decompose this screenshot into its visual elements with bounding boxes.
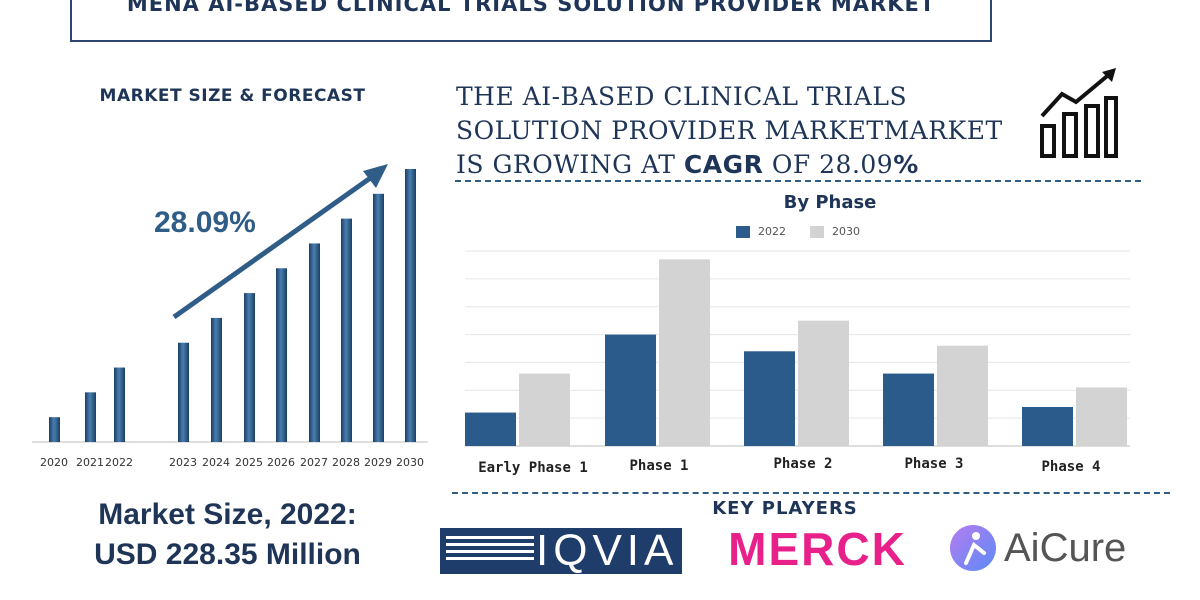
phase-bar-2030-4: [1076, 387, 1127, 446]
trend-arrow-icon: [172, 164, 388, 320]
phase-bar-2022-0: [465, 412, 516, 446]
key-players-label: KEY PLAYERS: [712, 498, 858, 519]
market-size-label: Market Size, 2022: USD 228.35 Million: [40, 495, 415, 575]
phase-bar-2030-0: [519, 373, 570, 446]
headline-line3-middle: OF 28.09: [763, 150, 894, 179]
aicure-logo-text: AiCure: [1004, 525, 1127, 570]
headline-line2: SOLUTION PROVIDER MARKETMARKET: [456, 116, 1003, 145]
forecast-tick-2026: 2026: [267, 456, 295, 469]
forecast-tick-2025: 2025: [235, 456, 263, 469]
page-title: MENA AI-BASED CLINICAL TRIALS SOLUTION P…: [126, 0, 936, 16]
market-size-line1: Market Size, 2022:: [98, 498, 357, 531]
forecast-bar-2023: [178, 342, 189, 442]
forecast-tick-2027: 2027: [300, 456, 328, 469]
legend-swatch-2030: [810, 225, 824, 238]
forecast-tick-2022: 2022: [105, 456, 133, 469]
legend-swatch-2022: [736, 225, 750, 238]
forecast-tick-2021: 2021: [76, 456, 104, 469]
market-forecast-label: MARKET SIZE & FORECAST: [99, 86, 366, 106]
phase-tick-label: Phase 1: [629, 458, 688, 474]
divider-top: [455, 180, 1141, 182]
divider-bottom: [452, 492, 1170, 494]
forecast-chart: 2020 2021 2022 2023 2024 2025 2026 2027 2028 2029…: [32, 164, 428, 469]
forecast-tick-2029: 2029: [364, 456, 392, 469]
headline-line3: IS GROWING AT CAGR OF 28.09%: [456, 148, 1036, 182]
phase-chart-legend: 2022 2030: [736, 225, 884, 238]
headline-line1: THE AI-BASED CLINICAL TRIALS: [456, 82, 908, 111]
phase-tick-label: Phase 3: [904, 456, 963, 472]
forecast-bar-2026: [276, 268, 287, 442]
forecast-bar-2020: [49, 417, 60, 442]
phase-bar-2030-3: [937, 345, 988, 446]
iqvia-logo-text: IQVIA: [536, 528, 679, 574]
phase-bar-2030-1: [659, 259, 710, 446]
phase-tick-label: Early Phase 1: [478, 460, 588, 476]
phase-chart: Early Phase 1 Phase 1 Phase 2 Phase 3 Phase …: [465, 250, 1130, 476]
forecast-tick-2028: 2028: [332, 456, 360, 469]
phase-bar-2022-2: [744, 351, 795, 446]
title-box: MENA AI-BASED CLINICAL TRIALS SOLUTION P…: [70, 0, 992, 42]
phase-bar-2022-4: [1022, 407, 1073, 446]
phase-chart-title: By Phase: [783, 192, 877, 213]
iqvia-logo: IQVIA: [440, 528, 682, 574]
forecast-bar-2024: [211, 317, 222, 442]
forecast-bar-2022: [114, 367, 125, 442]
forecast-tick-2024: 2024: [202, 456, 230, 469]
forecast-bar-2030: [405, 168, 416, 442]
legend-item-2022: 2022: [736, 225, 786, 238]
forecast-bar-2028: [341, 218, 352, 442]
cagr-headline: THE AI-BASED CLINICAL TRIALS SOLUTION PR…: [456, 80, 1036, 182]
phase-tick-label: Phase 2: [773, 456, 832, 472]
headline-percent-sign: %: [893, 150, 919, 179]
headline-cagr-word: CAGR: [683, 150, 764, 179]
forecast-tick-2030: 2030: [396, 456, 424, 469]
iqvia-logo-lines: [446, 536, 534, 564]
cagr-value-label: 28.09%: [154, 206, 256, 239]
forecast-bar-2021: [85, 392, 96, 442]
legend-label-2022: 2022: [758, 225, 786, 238]
aicure-logo: AiCure: [948, 518, 1158, 578]
legend-item-2030: 2030: [810, 225, 860, 238]
forecast-bar-2027: [309, 243, 320, 442]
forecast-bar-2025: [244, 293, 255, 442]
phase-tick-label: Phase 4: [1041, 459, 1100, 475]
market-size-line2: USD 228.35 Million: [94, 538, 361, 571]
legend-label-2030: 2030: [832, 225, 860, 238]
phase-bar-2022-3: [883, 373, 934, 446]
growth-chart-icon: [1040, 68, 1118, 158]
aicure-logo-mark: [950, 525, 996, 571]
forecast-tick-2023: 2023: [169, 456, 197, 469]
forecast-bar-2029: [373, 193, 384, 442]
phase-bar-2022-1: [605, 334, 656, 446]
headline-line3-prefix: IS GROWING AT: [456, 150, 684, 179]
merck-logo: MERCK: [728, 523, 907, 575]
forecast-tick-2020: 2020: [40, 456, 68, 469]
phase-bar-2030-2: [798, 320, 849, 446]
